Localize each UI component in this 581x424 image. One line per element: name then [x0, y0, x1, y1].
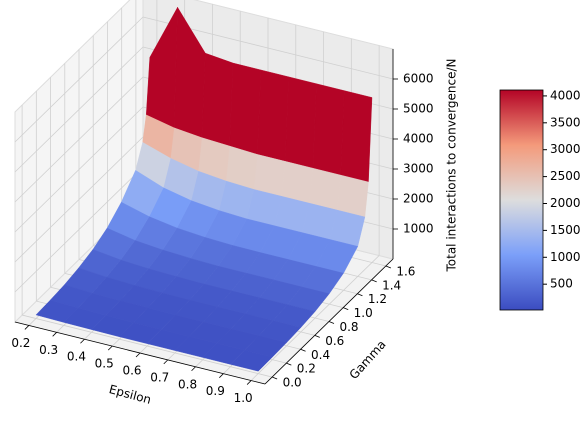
y-tick-label: 1.4	[382, 278, 401, 292]
tick-mark	[385, 265, 392, 269]
tick-mark	[343, 307, 349, 310]
z-tick-label: 2000	[403, 192, 434, 206]
grid-line	[14, 166, 144, 293]
grid-line	[22, 314, 273, 378]
z-tick-label: 3000	[403, 162, 434, 176]
x-tick-label: 0.8	[178, 377, 197, 391]
surface-cell	[229, 62, 262, 155]
x-tick-label: 0.6	[122, 364, 141, 378]
tick-mark	[371, 279, 377, 283]
axis-line	[264, 258, 394, 385]
x-tick-label: 0.4	[67, 350, 86, 364]
surface-cell	[257, 69, 289, 162]
tick-mark	[314, 335, 320, 338]
tick-mark	[52, 332, 57, 337]
z-axis-label: Total interactions to convergence/N	[445, 58, 459, 272]
colorbar	[499, 89, 544, 311]
surface-cell	[284, 76, 317, 169]
tick-mark	[80, 338, 85, 344]
colorbar-tick-label: 4000	[550, 88, 581, 102]
tick-mark	[163, 359, 169, 365]
grid-line	[14, 76, 144, 203]
y-tick-label: 0.8	[339, 320, 358, 334]
tick-mark	[357, 293, 363, 297]
tick-mark	[271, 376, 278, 380]
y-tick-label: 1.6	[396, 264, 415, 278]
grid-line	[14, 136, 144, 263]
surface-cell	[309, 167, 341, 211]
tick-mark	[135, 352, 141, 358]
surface-cell	[336, 174, 369, 218]
x-tick-label: 0.2	[11, 336, 30, 350]
z-tick-label: 6000	[403, 72, 434, 86]
colorbar-tick-label: 2000	[550, 196, 581, 210]
y-tick-label: 0.6	[325, 334, 344, 348]
surface-cell	[281, 161, 314, 204]
axis-line	[14, 321, 266, 385]
x-tick-label: 0.7	[150, 370, 169, 384]
grid-line	[14, 46, 144, 173]
surface-cell	[253, 154, 286, 197]
colorbar-tick-label: 500	[550, 277, 573, 291]
x-axis-label: Epsilon	[108, 382, 153, 407]
surface-cell	[340, 90, 373, 183]
y-tick-label: 0.2	[297, 362, 316, 376]
grid-line	[14, 16, 144, 143]
x-tick-label: 0.3	[39, 343, 58, 357]
tick-mark	[328, 321, 335, 324]
tick-mark	[107, 345, 113, 351]
z-tick-label: 5000	[403, 102, 434, 116]
y-tick-label: 0.0	[283, 376, 302, 390]
y-tick-label: 1.0	[354, 306, 373, 320]
tick-mark	[300, 348, 306, 352]
y-axis-label: Gamma	[347, 337, 389, 382]
x-tick-label: 0.5	[95, 357, 114, 371]
tick-mark	[246, 380, 252, 385]
x-tick-label: 0.9	[206, 384, 225, 398]
colorbar-tick-label: 2500	[550, 169, 581, 183]
tick-mark	[24, 325, 30, 330]
tick-mark	[219, 373, 224, 378]
z-tick-label: 4000	[403, 132, 434, 146]
y-tick-label: 1.2	[368, 292, 387, 306]
colorbar-tick-label: 1000	[550, 250, 581, 264]
colorbar-tick-label: 3000	[550, 142, 581, 156]
surface-cell	[35, 299, 79, 323]
colorbar-tick-label: 1500	[550, 223, 581, 237]
z-tick-label: 1000	[403, 222, 434, 236]
tick-mark	[191, 366, 196, 372]
colorbar-tick-label: 3500	[550, 115, 581, 129]
surface-cell	[201, 52, 234, 147]
tick-mark	[286, 362, 292, 366]
grid-line	[14, 106, 144, 233]
y-tick-label: 0.4	[311, 348, 330, 362]
surface-cell	[312, 83, 345, 176]
x-tick-label: 1.0	[234, 391, 253, 405]
